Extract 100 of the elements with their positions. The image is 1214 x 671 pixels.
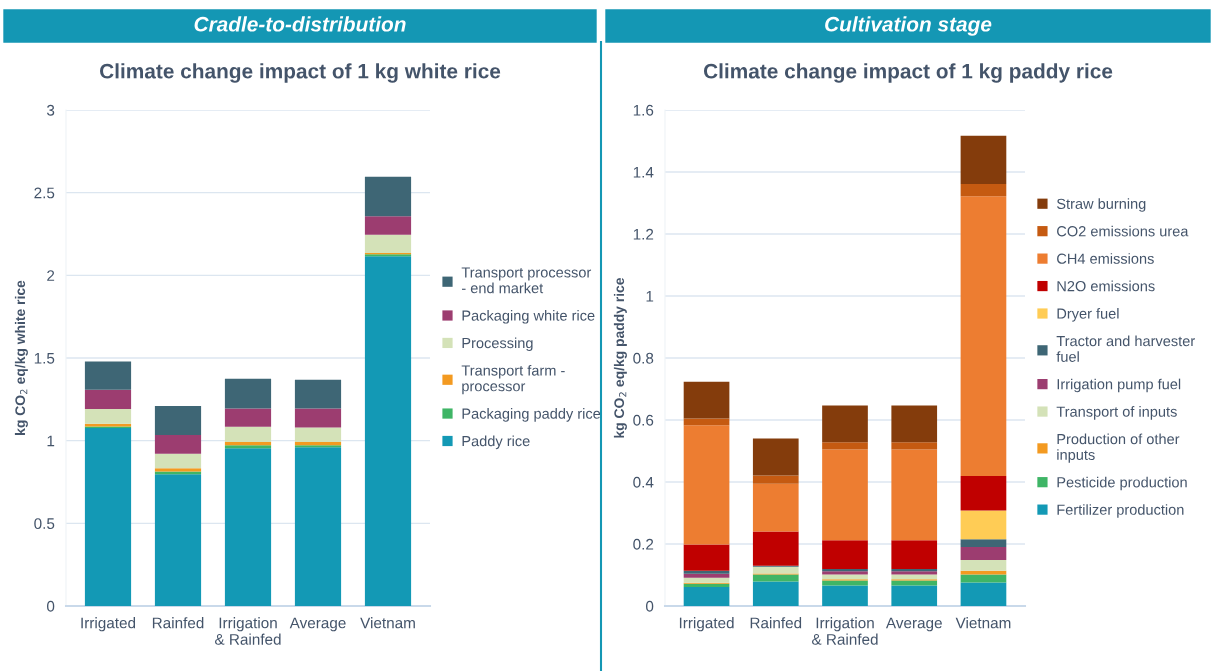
- x-tick-label: Rainfed: [750, 617, 802, 629]
- bar: [822, 449, 868, 541]
- bar: [960, 582, 1007, 606]
- x-tick-label: Rainfed: [152, 617, 204, 629]
- bar: [683, 587, 730, 606]
- bar: [683, 573, 730, 578]
- bar: [84, 361, 132, 390]
- bar: [891, 449, 938, 541]
- bar: [683, 570, 730, 574]
- y-tick-label: 2: [47, 270, 55, 281]
- y-tick-label: 0.8: [633, 352, 654, 364]
- bar: [960, 476, 1007, 511]
- bar: [294, 408, 342, 428]
- y-tick-label: 1.6: [633, 104, 654, 116]
- y-tick-label: 3: [46, 104, 55, 116]
- x-tick-label: Irrigated: [81, 617, 136, 632]
- bar: [683, 577, 730, 583]
- y-tick-label: 0: [645, 600, 654, 612]
- bar: [752, 531, 799, 566]
- x-tick-label: Irrigation & Rainfed: [214, 617, 281, 645]
- bar: [154, 434, 202, 454]
- bar: [891, 540, 938, 570]
- bar: [752, 581, 799, 606]
- bar: [752, 475, 799, 484]
- bar: [154, 453, 202, 469]
- y-tick-label: 0: [46, 600, 55, 612]
- bar: [364, 216, 412, 235]
- y-tick-label: 2.5: [34, 187, 55, 199]
- x-tick-label: Average: [885, 617, 942, 632]
- y-tick-label: 0.5: [34, 518, 55, 530]
- x-tick-label: Average: [289, 617, 346, 632]
- bar: [822, 585, 868, 606]
- bar: [891, 580, 938, 586]
- bar: [224, 448, 272, 606]
- y-tick-label: 0.6: [633, 414, 654, 426]
- bar: [891, 405, 938, 443]
- legend-label: Pesticide production: [1057, 476, 1187, 491]
- legend-label: CO2 emissions urea: [1057, 225, 1189, 237]
- legend-label: Processing: [462, 337, 533, 352]
- bar: [224, 426, 272, 442]
- legend-label: Straw burning: [1056, 198, 1146, 212]
- y-tick-label: 0.2: [633, 538, 654, 550]
- bar: [154, 405, 202, 435]
- bar: [683, 544, 730, 571]
- bar: [822, 405, 868, 443]
- bar: [683, 381, 730, 419]
- bar: [752, 574, 799, 582]
- bar: [294, 427, 342, 442]
- legend-label: Irrigation pump fuel: [1057, 378, 1181, 393]
- bar: [960, 560, 1007, 571]
- bar: [364, 256, 412, 606]
- bar: [683, 425, 730, 545]
- chart-title: Cradle-to-distribution: [194, 16, 406, 32]
- y-tick-label: 1: [47, 435, 55, 447]
- legend-label: Transport of inputs: [1056, 406, 1177, 420]
- chart-subtitle: Climate change impact of 1 kg paddy rice: [703, 63, 1113, 83]
- bar: [891, 574, 938, 580]
- bar: [960, 574, 1007, 583]
- x-tick-label: Irrigated: [679, 617, 734, 632]
- x-tick-label: Vietnam: [360, 617, 415, 629]
- bar: [364, 176, 412, 217]
- bar: [960, 547, 1007, 561]
- legend-label: Production of other inputs: [1057, 433, 1180, 463]
- bar: [891, 442, 938, 450]
- legend-label: CH4 emissions: [1057, 253, 1154, 264]
- bar: [154, 474, 202, 606]
- bar: [822, 580, 868, 586]
- bar: [960, 184, 1007, 197]
- legend-label: Packaging paddy rice: [462, 408, 601, 422]
- bar: [224, 408, 272, 427]
- legend-label: Packaging white rice: [462, 310, 595, 324]
- legend-label: Tractor and harvester fuel: [1056, 335, 1195, 362]
- bar: [891, 585, 938, 606]
- y-tick-label: 0.4: [633, 476, 654, 488]
- bar: [84, 408, 132, 424]
- bar: [960, 196, 1007, 477]
- chart-subtitle: Climate change impact of 1 kg white rice: [100, 63, 501, 83]
- legend-label: Dryer fuel: [1057, 308, 1119, 322]
- legend-label: Transport farm - processor: [461, 364, 565, 395]
- bar: [822, 442, 868, 450]
- legend-label: Paddy rice: [462, 435, 530, 450]
- y-axis-title: kg CO$_{2}$ eq/kg paddy rice: [613, 277, 627, 438]
- bar: [84, 389, 132, 409]
- bar: [364, 234, 412, 254]
- y-tick-label: 1.5: [34, 353, 55, 364]
- bar: [752, 483, 799, 532]
- x-tick-label: Vietnam: [955, 617, 1011, 629]
- x-tick-label: Irrigation & Rainfed: [811, 617, 878, 645]
- bar: [960, 135, 1007, 185]
- bar: [822, 540, 868, 570]
- bar: [84, 428, 132, 606]
- bar: [294, 379, 342, 409]
- bar: [683, 418, 730, 426]
- y-tick-label: 1: [646, 291, 654, 302]
- bar: [752, 438, 799, 476]
- bar: [224, 441, 272, 446]
- bar: [822, 574, 868, 580]
- y-tick-label: 1.2: [633, 228, 654, 240]
- y-axis-title: kg CO$_{2}$ eq/kg white rice: [14, 280, 28, 435]
- bar: [960, 510, 1007, 540]
